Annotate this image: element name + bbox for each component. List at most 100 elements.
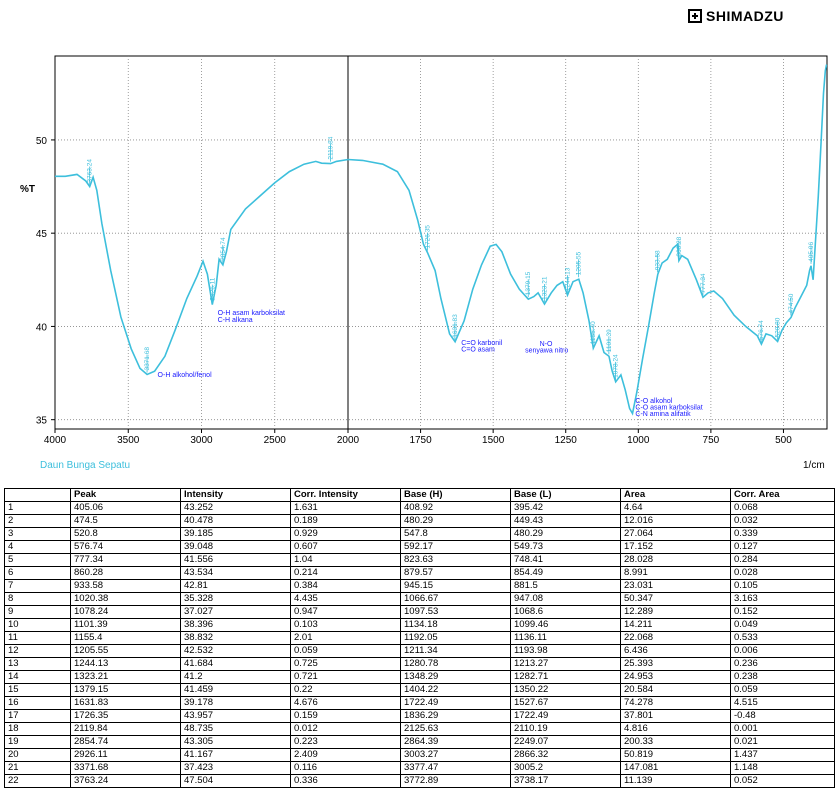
peak-label: 3371.68 xyxy=(144,347,151,371)
table-cell: 37.423 xyxy=(180,761,291,775)
table-row: 5 777.34 41.556 1.04 823.63 748.41 28.028 0.284 xyxy=(4,553,835,567)
table-cell: 2854.74 xyxy=(70,735,181,749)
table-cell: 0.068 xyxy=(730,501,835,515)
y-tick-labels: 35 40 45 50 xyxy=(36,136,48,427)
table-cell: 0.012 xyxy=(290,722,401,736)
table-cell: 1211.34 xyxy=(400,644,511,658)
table-cell: 547.8 xyxy=(400,527,511,541)
table-cell: 480.29 xyxy=(510,527,621,541)
table-cell: 1.148 xyxy=(730,761,835,775)
table-cell: -0.48 xyxy=(730,709,835,723)
peak-table-body: 1 405.06 43.252 1.631 408.92 395.42 4.64 0.068 2… xyxy=(4,501,835,788)
table-cell: 4.64 xyxy=(620,501,731,515)
annotations: O-H alkohol/fenol O-H asam karboksilatC-H… xyxy=(158,310,703,418)
functional-group-label: C-N amina alifatik xyxy=(635,411,691,418)
table-cell: 4.435 xyxy=(290,592,401,606)
x-tick-labels: 4000 3500 3000 2500 2000 1750 1500 1250 1000 750 5… xyxy=(44,435,792,446)
table-cell: 18 xyxy=(4,722,71,736)
table-cell: 22.068 xyxy=(620,631,731,645)
x-tick-label: 2000 xyxy=(337,435,360,446)
table-cell: 1722.49 xyxy=(400,696,511,710)
plot-frame xyxy=(54,55,828,430)
peak-label: 1155.40 xyxy=(590,321,597,344)
table-cell: 4.676 xyxy=(290,696,401,710)
table-cell: 1348.29 xyxy=(400,670,511,684)
table-cell: 474.5 xyxy=(70,514,181,528)
table-cell: 1244.13 xyxy=(70,657,181,671)
table-cell: 0.103 xyxy=(290,618,401,632)
column-header: Peak xyxy=(70,488,181,502)
y-tick-label: 35 xyxy=(36,416,48,427)
table-cell: 1136.11 xyxy=(510,631,621,645)
ir-spectrum-chart: 35 40 45 50 4000 3500 3000 2500 2000 1750 1500 125… xyxy=(20,55,828,471)
table-cell: 1155.4 xyxy=(70,631,181,645)
table-cell: 9 xyxy=(4,605,71,619)
peak-label: 2926.11 xyxy=(209,277,216,300)
table-cell: 24.953 xyxy=(620,670,731,684)
peak-label: 1078.24 xyxy=(613,354,620,378)
table-row: 6 860.28 43.534 0.214 879.57 854.49 8.991 0.028 xyxy=(4,566,835,580)
x-tick-label: 4000 xyxy=(44,435,67,446)
table-cell: 0.721 xyxy=(290,670,401,684)
table-cell: 1631.83 xyxy=(70,696,181,710)
table-cell: 1379.15 xyxy=(70,683,181,697)
table-cell: 1 xyxy=(4,501,71,515)
table-cell: 1.631 xyxy=(290,501,401,515)
table-row: 11 1155.4 38.832 2.01 1192.05 1136.11 22.068 0.… xyxy=(4,631,835,645)
table-cell: 2.409 xyxy=(290,748,401,762)
table-cell: 1101.39 xyxy=(70,618,181,632)
peak-label: 1323.21 xyxy=(541,276,548,300)
peak-label: 860.28 xyxy=(676,236,683,256)
table-cell: 1722.49 xyxy=(510,709,621,723)
table-cell: 11.139 xyxy=(620,774,731,788)
table-cell: 42.532 xyxy=(180,644,291,658)
table-cell: 4 xyxy=(4,540,71,554)
table-cell: 10 xyxy=(4,618,71,632)
table-cell: 1099.46 xyxy=(510,618,621,632)
table-cell: 39.048 xyxy=(180,540,291,554)
table-cell: 27.064 xyxy=(620,527,731,541)
table-cell: 50.347 xyxy=(620,592,731,606)
table-cell: 0.159 xyxy=(290,709,401,723)
axis-ticks xyxy=(51,139,784,433)
table-cell: 1193.98 xyxy=(510,644,621,658)
table-cell: 1280.78 xyxy=(400,657,511,671)
x-tick-label: 3500 xyxy=(117,435,140,446)
table-cell: 0.339 xyxy=(730,527,835,541)
table-cell: 50.819 xyxy=(620,748,731,762)
table-row: 7 933.58 42.81 0.384 945.15 881.5 23.031 0.105 xyxy=(4,579,835,593)
table-cell: 3 xyxy=(4,527,71,541)
table-cell: 1192.05 xyxy=(400,631,511,645)
peak-label: 520.80 xyxy=(774,317,781,337)
peak-label: 933.58 xyxy=(655,250,662,270)
table-cell: 945.15 xyxy=(400,579,511,593)
table-cell: 2.01 xyxy=(290,631,401,645)
column-header: Base (L) xyxy=(510,488,621,502)
column-header: Intensity xyxy=(180,488,291,502)
peak-label: 2854.74 xyxy=(220,237,227,261)
table-cell: 1066.67 xyxy=(400,592,511,606)
table-cell: 777.34 xyxy=(70,553,181,567)
table-cell: 40.478 xyxy=(180,514,291,528)
table-cell: 13 xyxy=(4,657,71,671)
table-cell: 0.223 xyxy=(290,735,401,749)
table-cell: 1205.55 xyxy=(70,644,181,658)
peak-table: Peak Intensity Corr. Intensity Base (H) Base… xyxy=(4,488,835,788)
table-cell: 947.08 xyxy=(510,592,621,606)
table-cell: 1726.35 xyxy=(70,709,181,723)
table-row: 22 3763.24 47.504 0.336 3772.89 3738.17 11.139… xyxy=(4,774,835,788)
table-cell: 12.016 xyxy=(620,514,731,528)
peak-label: 1101.39 xyxy=(606,329,613,352)
peak-label: 576.74 xyxy=(758,320,765,340)
table-row: 18 2119.84 48.735 0.012 2125.63 2110.19 4.816 0… xyxy=(4,722,835,736)
table-cell: 43.957 xyxy=(180,709,291,723)
table-row: 15 1379.15 41.459 0.22 1404.22 1350.22 20.584 0… xyxy=(4,683,835,697)
peak-label: 1631.83 xyxy=(452,314,459,338)
table-row: 3 520.8 39.185 0.929 547.8 480.29 27.064 0.339 xyxy=(4,527,835,541)
table-cell: 0.189 xyxy=(290,514,401,528)
table-cell: 4.816 xyxy=(620,722,731,736)
table-cell: 41.167 xyxy=(180,748,291,762)
peak-label: 2119.84 xyxy=(327,136,334,159)
table-cell: 0.105 xyxy=(730,579,835,593)
table-cell: 0.238 xyxy=(730,670,835,684)
